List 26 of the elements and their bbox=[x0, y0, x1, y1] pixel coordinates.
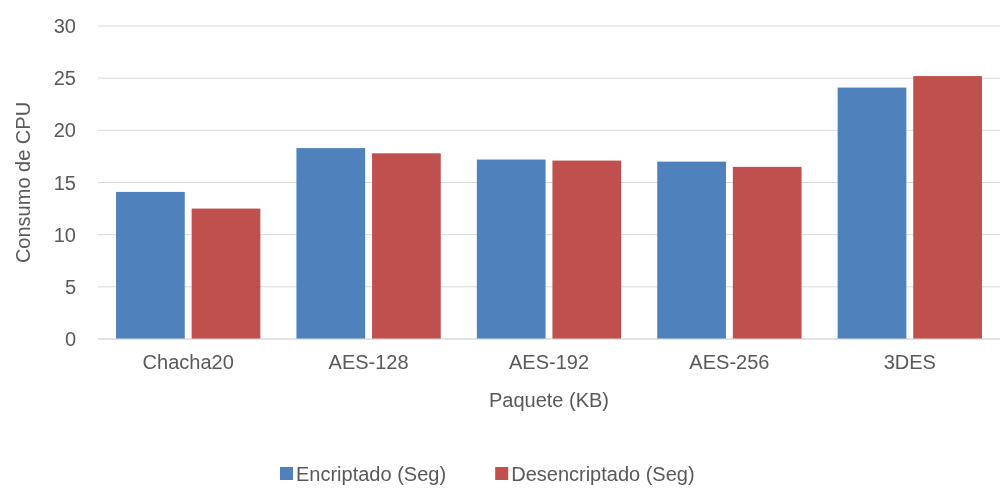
y-tick-label: 0 bbox=[64, 328, 76, 350]
bar bbox=[732, 166, 802, 339]
bar bbox=[913, 76, 982, 339]
legend-label: Encriptado (Seg) bbox=[296, 463, 447, 485]
x-tick-label: AES-192 bbox=[508, 351, 590, 373]
x-axis-title: Paquete (KB) bbox=[488, 389, 610, 411]
bar bbox=[837, 87, 907, 339]
y-tick-label: 25 bbox=[53, 67, 76, 90]
y-tick-label: 5 bbox=[64, 275, 76, 298]
x-tick-label: AES-128 bbox=[328, 351, 409, 373]
x-tick-label: 3DES bbox=[883, 351, 936, 373]
y-tick-label: 20 bbox=[53, 119, 76, 142]
y-tick-label: 10 bbox=[53, 223, 76, 246]
y-tick-label: 30 bbox=[53, 15, 76, 37]
bar bbox=[296, 148, 366, 339]
bar bbox=[552, 160, 622, 339]
bar bbox=[657, 161, 726, 339]
y-axis-title: Consumo de CPU bbox=[12, 101, 34, 264]
y-tick-label: 15 bbox=[53, 171, 76, 194]
bar bbox=[191, 208, 261, 339]
x-tick-label: AES-256 bbox=[689, 351, 770, 373]
legend-label: Desencriptado (Seg) bbox=[511, 463, 695, 485]
x-tick-label: Chacha20 bbox=[142, 351, 234, 373]
bar bbox=[372, 153, 441, 339]
bar bbox=[476, 159, 546, 339]
bar bbox=[116, 191, 185, 339]
